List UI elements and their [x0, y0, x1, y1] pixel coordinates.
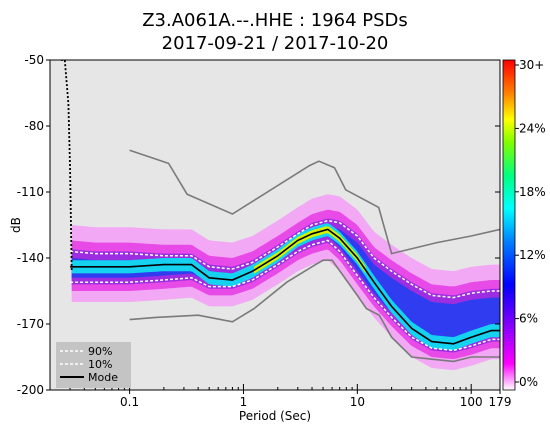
legend-box: [56, 342, 131, 388]
x-tick-label: 1: [240, 395, 248, 409]
nhnm-line: [129, 149, 500, 255]
y-axis-label: dB: [9, 217, 23, 233]
mode-line: [70, 228, 500, 345]
legend-label-90: 90%: [88, 345, 112, 358]
legend-label-mode: Mode: [88, 371, 118, 384]
colorbar-label: 12%: [519, 248, 546, 262]
percentile-90-line: [70, 219, 500, 299]
x-tick-label: 179: [489, 395, 512, 409]
colorbar-ticks: 30+ 24% 18% 12% 6% 0%: [515, 58, 546, 389]
legend-label-10: 10%: [88, 358, 112, 371]
x-axis-label: Period (Sec): [239, 409, 311, 423]
plot-frame: [49, 59, 501, 391]
y-tick-label: -80: [24, 119, 44, 133]
series-layer: [61, 60, 500, 363]
y-tick-label: -50: [24, 53, 44, 67]
colorbar-label: 30+: [519, 58, 544, 72]
y-tick-label: -170: [17, 317, 44, 331]
y-axis: -50 -80 -110 -140 -170 -200: [17, 53, 500, 397]
y-tick-label: -110: [17, 185, 44, 199]
band-magenta: [71, 209, 500, 359]
percentile-10-line: [70, 239, 500, 352]
chart-subtitle: 2017-09-21 / 2017-10-20: [162, 33, 389, 54]
x-tick-label: 0.1: [120, 395, 139, 409]
x-tick-label: 100: [460, 395, 483, 409]
band-yellow-green: [253, 226, 366, 274]
band-violet: [71, 218, 500, 353]
y-tick-label: -200: [17, 383, 44, 397]
chart-title: Z3.A061A.--.HHE : 1964 PSDs: [142, 10, 408, 31]
legend: 90% 10% Mode: [56, 342, 131, 388]
psd-density-layer: [71, 194, 500, 370]
nlnm-line: [129, 259, 500, 363]
colorbar-label: 6%: [519, 312, 538, 326]
colorbar: [502, 59, 516, 391]
colorbar-label: 18%: [519, 185, 546, 199]
colorbar-label: 24%: [519, 121, 546, 135]
x-axis: 0.1 1 10 100 179: [49, 384, 512, 409]
x-tick-label: 10: [350, 395, 365, 409]
y-tick-label: -140: [17, 251, 44, 265]
colorbar-label: 0%: [519, 375, 538, 389]
